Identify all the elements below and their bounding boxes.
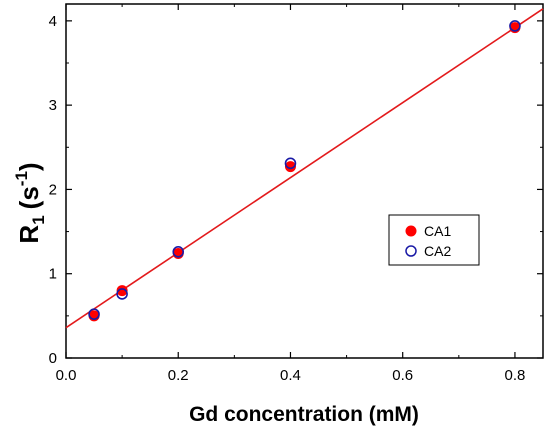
y-tick-label: 2 [49, 181, 57, 198]
data-point-ca1 [116, 285, 128, 297]
y-tick-label: 3 [49, 97, 57, 114]
data-point-ca2 [172, 246, 185, 258]
axis-ticks: 0.0 0.2 0.4 0.6 0.8 0 1 2 3 4 [49, 4, 543, 384]
y-tick-label: 1 [49, 266, 57, 283]
data-points-layer [88, 20, 521, 322]
x-tick-label: 0.2 [168, 367, 189, 384]
legend-marker-ca1 [405, 225, 417, 237]
x-tick-label: 0.0 [56, 367, 77, 384]
x-tick-label: 0.4 [280, 367, 301, 384]
x-tick-label: 0.6 [392, 367, 413, 384]
data-point-ca2 [116, 288, 128, 300]
plot-frame [65, 3, 544, 359]
data-point-ca2 [284, 157, 297, 170]
data-point-ca2 [88, 308, 100, 320]
data-point-ca1 [284, 161, 296, 173]
x-axis-title: Gd concentration (mM) [189, 403, 419, 426]
legend-label-ca1: CA1 [424, 223, 451, 239]
x-tick-label: 0.8 [505, 367, 526, 384]
legend-label-ca2: CA2 [424, 243, 451, 259]
legend-marker-ca2 [405, 245, 417, 257]
y-axis-title-unit-close: ) [14, 162, 44, 171]
y-tick-label: 0 [49, 350, 57, 367]
legend-box [388, 214, 480, 266]
y-axis-title-subscript: 1 [29, 215, 48, 224]
linear-fit-line [65, 8, 544, 329]
y-axis-title-unit-open: (s [14, 186, 44, 209]
legend: CA1 CA2 [388, 214, 480, 266]
y-axis-title-superscript: -1 [12, 171, 31, 186]
y-tick-label: 4 [49, 13, 57, 30]
y-axis-title-base: R [14, 225, 44, 244]
data-point-ca2 [509, 20, 521, 32]
fit-line-layer [65, 8, 544, 329]
y-axis-title: R1 (s-1) [12, 162, 48, 243]
